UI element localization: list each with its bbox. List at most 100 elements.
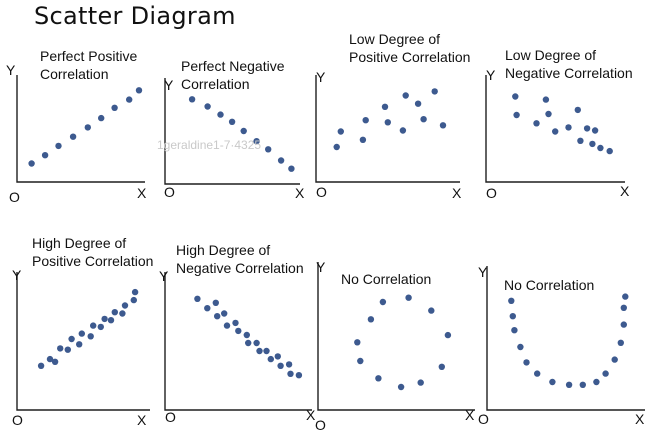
data-point <box>130 296 137 304</box>
axes-lines <box>485 75 625 183</box>
data-point <box>87 333 94 340</box>
data-point <box>517 343 524 351</box>
panel-title: High Degree of <box>176 242 270 258</box>
data-point <box>549 378 556 386</box>
data-point <box>523 359 530 366</box>
data-point <box>439 122 447 129</box>
x-axis-label: X <box>620 183 630 199</box>
data-point <box>232 319 239 327</box>
data-point <box>431 88 438 95</box>
scatter-panel-2: Y X O Perfect Negative Correlation <box>164 58 305 201</box>
data-point <box>217 111 224 118</box>
data-point <box>90 322 97 329</box>
axes-lines <box>16 75 145 183</box>
x-axis-label: X <box>137 185 147 201</box>
x-axis-label: X <box>635 411 645 427</box>
data-point <box>46 355 54 363</box>
data-point <box>512 93 519 100</box>
data-point <box>337 128 344 135</box>
data-point <box>420 116 427 123</box>
axes-lines <box>164 272 312 411</box>
data-point <box>223 322 231 329</box>
data-point <box>583 125 591 132</box>
data-point <box>381 103 389 111</box>
x-axis-label: X <box>306 407 316 423</box>
data-point <box>574 106 581 114</box>
data-point <box>357 357 364 365</box>
data-point <box>274 353 281 360</box>
data-point <box>194 295 201 302</box>
data-point <box>617 339 624 346</box>
panel-title: Correlation <box>181 76 249 92</box>
data-point <box>552 128 559 135</box>
data-point <box>131 288 139 296</box>
data-point <box>228 118 236 126</box>
data-point <box>367 316 375 323</box>
data-point <box>221 310 228 317</box>
data-point <box>55 142 62 150</box>
data-point <box>375 375 382 382</box>
y-axis-label: Y <box>486 67 496 83</box>
data-point <box>545 110 552 118</box>
origin-label: O <box>12 412 23 428</box>
data-point <box>428 307 435 314</box>
data-point <box>41 152 49 159</box>
watermark-text: 1geraldine1-7·4325 <box>157 138 262 152</box>
panel-title: Low Degree of <box>349 31 440 47</box>
data-point <box>333 143 340 151</box>
scatter-panel-6: Y X O High Degree of Negative Correlation <box>159 242 316 425</box>
data-point <box>438 363 445 370</box>
data-point <box>37 362 45 369</box>
data-point <box>277 157 285 164</box>
data-point <box>253 138 260 145</box>
data-point <box>606 147 613 155</box>
data-point <box>204 103 211 110</box>
y-axis-label: Y <box>159 268 169 284</box>
data-point <box>57 345 64 352</box>
data-point <box>399 127 407 134</box>
data-point <box>267 355 274 363</box>
axes-lines <box>486 266 645 411</box>
y-axis-label: Y <box>12 267 22 283</box>
data-point <box>253 339 260 347</box>
panel-title: Negative Correlation <box>176 260 304 276</box>
origin-label: O <box>165 409 176 425</box>
data-point <box>84 124 92 131</box>
data-point <box>620 321 627 328</box>
data-point <box>384 119 391 126</box>
panel-title: No Correlation <box>341 271 431 287</box>
origin-label: O <box>315 417 326 433</box>
data-point <box>534 370 541 377</box>
data-point <box>51 358 59 365</box>
data-point <box>542 96 550 103</box>
x-axis-label: X <box>465 407 475 423</box>
data-point <box>240 127 247 135</box>
origin-label: O <box>478 411 489 427</box>
data-point <box>135 87 143 94</box>
data-point <box>354 339 361 346</box>
scatter-panel-3: Y X O Low Degree of Positive Correlation <box>315 31 470 201</box>
y-axis-label: Y <box>478 264 488 280</box>
data-point <box>513 111 520 119</box>
data-point <box>511 327 518 334</box>
x-axis-label: X <box>452 185 462 201</box>
data-point <box>579 381 586 388</box>
origin-label: O <box>486 185 497 201</box>
data-point <box>295 372 303 379</box>
x-axis-label: X <box>295 185 305 201</box>
panel-title: Perfect Negative <box>181 58 285 74</box>
data-point <box>602 370 609 377</box>
scatter-panel-4: Y X O Low Degree of Negative Correlation <box>485 47 633 201</box>
data-point <box>101 315 108 323</box>
data-point <box>508 297 515 304</box>
data-point <box>444 331 452 339</box>
data-point <box>111 104 118 112</box>
data-point <box>214 313 221 320</box>
data-point <box>243 331 250 339</box>
data-point <box>28 160 35 167</box>
panel-title: Positive Correlation <box>32 253 153 269</box>
data-point <box>589 140 596 148</box>
origin-label: O <box>9 189 20 205</box>
data-point <box>414 100 422 107</box>
